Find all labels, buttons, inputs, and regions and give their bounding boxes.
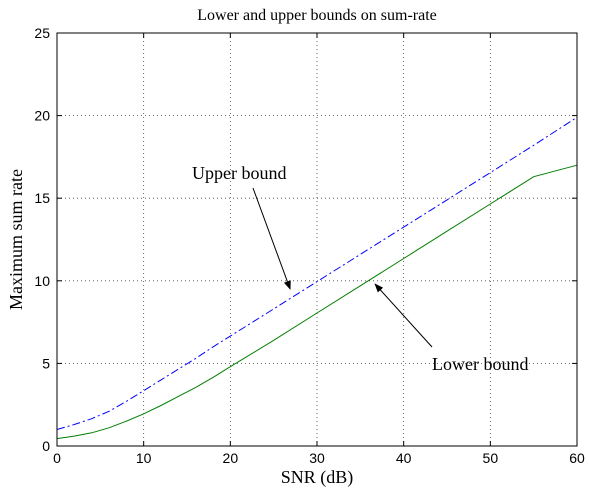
x-tick-label: 30 — [309, 450, 325, 466]
y-tick-label: 15 — [34, 190, 50, 206]
y-axis-label: Maximum sum rate — [6, 169, 26, 310]
upper-bound-annotation: Upper bound — [192, 163, 286, 183]
chart-title: Lower and upper bounds on sum-rate — [197, 7, 437, 24]
x-tick-label: 10 — [136, 450, 152, 466]
series-layer — [56, 116, 578, 440]
x-tick-label: 60 — [569, 450, 585, 466]
x-tick-label: 40 — [396, 450, 412, 466]
y-tick-label: 5 — [42, 355, 50, 371]
lower-bound-line — [56, 164, 578, 440]
y-tick-label: 20 — [34, 108, 50, 124]
lower-bound-annotation: Lower bound — [432, 354, 528, 374]
upper-bound-line — [56, 116, 578, 430]
annotation-layer: Upper bound Lower bound — [192, 163, 528, 374]
plot-frame — [56, 32, 578, 447]
x-tick-label: 0 — [53, 450, 61, 466]
y-tick-label: 25 — [34, 25, 50, 41]
grid — [57, 33, 577, 446]
y-tick-label: 0 — [42, 438, 50, 454]
upper-bound-arrow — [252, 187, 291, 290]
x-tick-label: 50 — [483, 450, 499, 466]
x-tick-label: 20 — [223, 450, 239, 466]
lower-bound-arrow — [374, 283, 433, 348]
y-tick-label: 10 — [34, 273, 50, 289]
x-axis-label: SNR (dB) — [281, 467, 354, 488]
tick-layer: 0 10 20 30 40 50 60 0 5 10 15 20 25 — [34, 25, 585, 466]
